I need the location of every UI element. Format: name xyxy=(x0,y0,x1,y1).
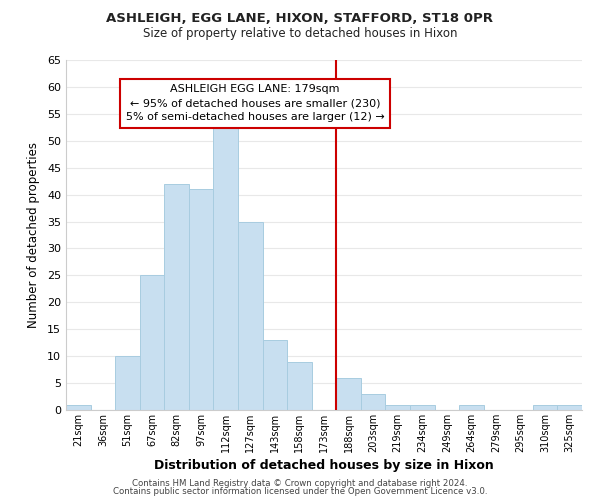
Bar xyxy=(410,404,434,410)
Bar xyxy=(214,119,238,410)
Bar xyxy=(287,362,312,410)
Bar xyxy=(336,378,361,410)
Text: Contains HM Land Registry data © Crown copyright and database right 2024.: Contains HM Land Registry data © Crown c… xyxy=(132,478,468,488)
Text: Contains public sector information licensed under the Open Government Licence v3: Contains public sector information licen… xyxy=(113,487,487,496)
Bar xyxy=(533,404,557,410)
Bar xyxy=(66,404,91,410)
Bar xyxy=(385,404,410,410)
Text: ASHLEIGH, EGG LANE, HIXON, STAFFORD, ST18 0PR: ASHLEIGH, EGG LANE, HIXON, STAFFORD, ST1… xyxy=(107,12,493,26)
Bar xyxy=(361,394,385,410)
Bar xyxy=(164,184,189,410)
Bar xyxy=(263,340,287,410)
Y-axis label: Number of detached properties: Number of detached properties xyxy=(27,142,40,328)
Bar xyxy=(557,404,582,410)
Bar xyxy=(459,404,484,410)
Bar xyxy=(140,276,164,410)
Bar xyxy=(189,189,214,410)
Bar xyxy=(115,356,140,410)
Text: ASHLEIGH EGG LANE: 179sqm
← 95% of detached houses are smaller (230)
5% of semi-: ASHLEIGH EGG LANE: 179sqm ← 95% of detac… xyxy=(126,84,385,122)
Bar xyxy=(238,222,263,410)
X-axis label: Distribution of detached houses by size in Hixon: Distribution of detached houses by size … xyxy=(154,459,494,472)
Text: Size of property relative to detached houses in Hixon: Size of property relative to detached ho… xyxy=(143,28,457,40)
